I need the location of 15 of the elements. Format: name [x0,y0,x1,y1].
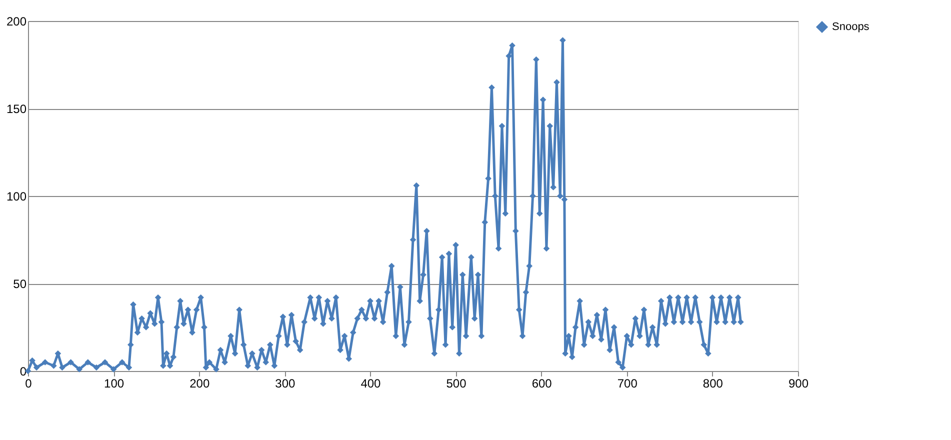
y-tick-label: 50 [13,277,27,291]
x-tick-label: 400 [360,376,382,390]
y-tick-label: 200 [6,14,27,28]
x-tick-label: 600 [532,376,552,390]
x-tick-label: 700 [617,376,638,390]
x-tick-label: 300 [275,376,296,390]
legend-label: Snoops [832,21,870,33]
x-tick-label: 800 [702,376,724,390]
y-tick-label: 150 [6,102,27,116]
y-tick-label: 0 [20,364,27,378]
x-tick-label: 500 [446,376,467,390]
x-tick-label: 900 [788,376,809,390]
x-tick-label: 100 [104,376,124,390]
x-tick-label: 200 [190,376,210,390]
y-tick-label: 100 [6,190,27,204]
